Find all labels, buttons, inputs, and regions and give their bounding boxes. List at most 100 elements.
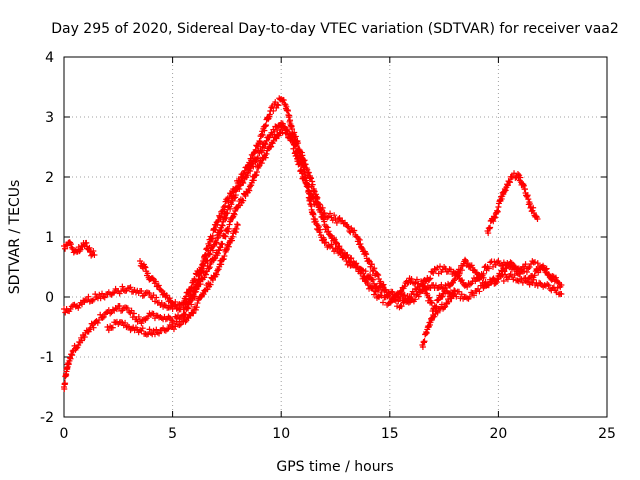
data-point <box>100 313 107 320</box>
data-point <box>262 141 269 148</box>
data-point <box>176 322 183 329</box>
data-point <box>138 288 145 295</box>
data-point <box>333 239 340 246</box>
series-track-f <box>484 170 541 237</box>
data-point <box>401 292 408 299</box>
data-point <box>486 225 493 232</box>
data-point <box>122 319 129 326</box>
data-point <box>426 276 433 283</box>
data-point <box>310 193 317 200</box>
data-point <box>126 285 133 291</box>
data-point <box>380 281 387 288</box>
data-point <box>340 220 347 227</box>
data-point <box>227 205 234 212</box>
data-point <box>219 241 226 248</box>
data-point <box>182 304 189 311</box>
data-point <box>206 251 213 258</box>
data-point <box>328 241 335 248</box>
data-point <box>228 201 235 208</box>
data-point <box>368 261 375 268</box>
data-point <box>316 229 323 236</box>
data-point <box>529 258 536 265</box>
data-point <box>215 234 222 241</box>
data-point <box>81 334 88 341</box>
data-point <box>68 244 75 251</box>
data-point <box>408 276 415 282</box>
data-point <box>229 214 236 221</box>
data-point <box>231 211 238 218</box>
data-point <box>177 321 184 328</box>
data-point <box>511 272 518 279</box>
data-point <box>322 239 329 246</box>
series-track-e <box>61 239 98 259</box>
data-point <box>521 268 528 275</box>
data-point <box>202 271 209 278</box>
data-point <box>458 291 465 298</box>
data-point <box>450 277 457 284</box>
data-point <box>221 206 228 213</box>
y-tick-label: -1 <box>40 350 54 366</box>
data-point <box>83 239 90 246</box>
data-point <box>558 291 565 297</box>
data-point <box>308 175 315 182</box>
data-point <box>189 309 196 316</box>
data-point <box>441 304 448 311</box>
series-track-c <box>137 124 556 315</box>
data-point <box>501 268 508 275</box>
data-point <box>386 289 393 296</box>
data-point <box>74 249 81 255</box>
data-point <box>522 261 529 268</box>
data-point <box>240 197 247 204</box>
data-point <box>439 266 446 273</box>
data-point <box>86 244 93 251</box>
data-point <box>418 278 425 285</box>
data-point <box>69 348 76 354</box>
data-point <box>90 324 97 331</box>
data-point <box>116 303 123 310</box>
data-point <box>149 275 156 282</box>
data-point <box>154 283 161 290</box>
data-point <box>222 233 229 240</box>
data-point <box>302 174 309 181</box>
data-point <box>230 195 237 202</box>
data-point <box>324 224 331 231</box>
data-point <box>240 179 247 186</box>
data-point <box>78 301 85 308</box>
data-point <box>358 244 365 251</box>
series-track-a <box>61 95 565 392</box>
data-point <box>500 277 507 284</box>
data-point <box>525 275 532 282</box>
data-point <box>165 313 172 320</box>
data-point <box>532 259 539 266</box>
data-point <box>367 282 374 289</box>
data-point <box>442 303 449 310</box>
data-point <box>430 270 437 276</box>
data-point <box>490 218 497 225</box>
data-point <box>319 204 326 211</box>
data-point <box>151 298 158 305</box>
x-tick-label: 25 <box>598 426 616 442</box>
data-point <box>139 325 146 332</box>
data-point <box>434 264 441 271</box>
data-point <box>92 291 99 298</box>
data-point <box>535 269 542 276</box>
data-point <box>62 380 69 387</box>
data-point <box>337 246 344 253</box>
data-point <box>73 345 80 352</box>
data-point <box>64 242 71 249</box>
data-point <box>119 283 126 290</box>
x-tick-label: 0 <box>60 426 69 442</box>
data-point <box>173 318 180 325</box>
data-point <box>410 291 417 298</box>
data-point <box>454 274 461 281</box>
data-points <box>61 95 565 392</box>
data-point <box>508 260 515 267</box>
data-point <box>153 294 160 301</box>
data-point <box>458 277 465 284</box>
data-point <box>78 337 85 344</box>
data-point <box>124 323 131 330</box>
data-point <box>525 196 532 203</box>
data-point <box>229 233 236 240</box>
data-point <box>183 293 190 300</box>
x-tick-label: 10 <box>272 426 290 442</box>
